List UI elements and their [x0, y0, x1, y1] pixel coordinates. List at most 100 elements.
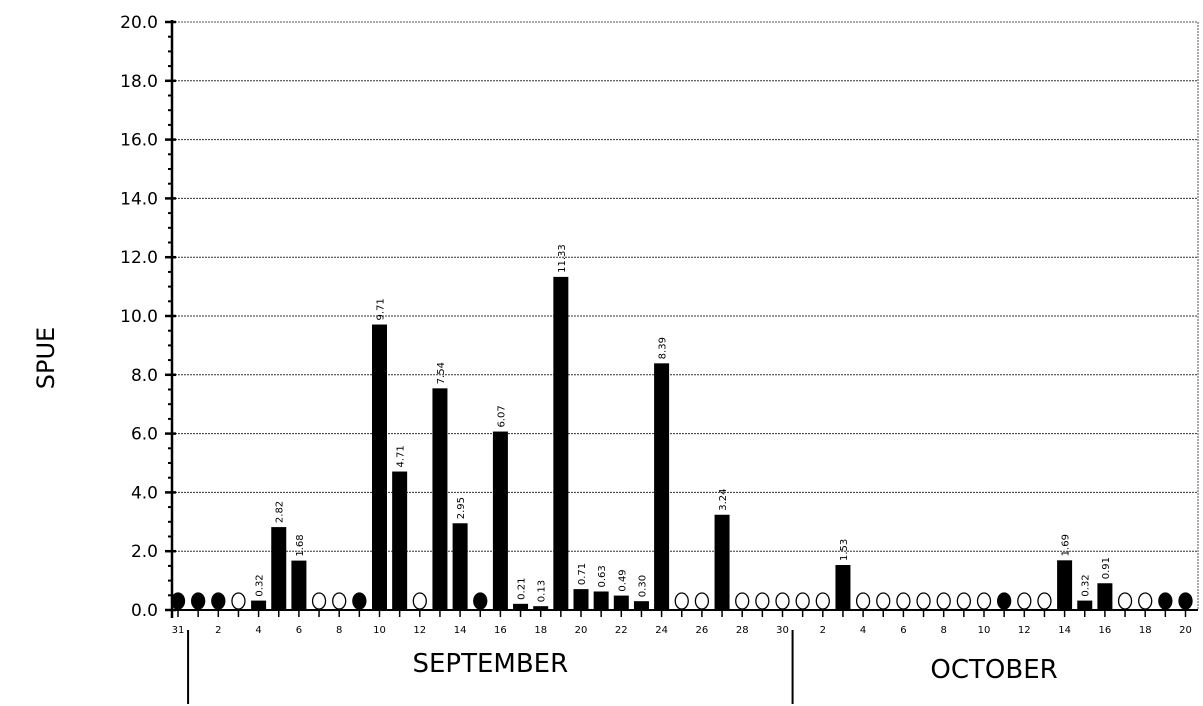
bar-value-label: 2.95	[456, 497, 467, 519]
bar-value-label: 11.33	[557, 244, 568, 273]
open-day-marker	[412, 592, 427, 610]
open-day-marker	[1037, 592, 1052, 610]
filled-day-marker	[190, 592, 206, 610]
bar-value-label: 0.30	[637, 575, 648, 597]
x-tick-label: 24	[655, 625, 668, 636]
month-labels: SEPTEMBER OCTOBER	[187, 630, 1058, 704]
bar	[1097, 583, 1113, 610]
bar-value-label: 3.24	[718, 488, 729, 510]
x-tick-label: 28	[736, 625, 749, 636]
bar	[835, 565, 851, 610]
bar	[593, 591, 609, 610]
x-tick-label: 16	[494, 625, 507, 636]
y-axis-title: SPUE	[32, 327, 60, 389]
bar	[251, 600, 267, 610]
x-tick-label: 14	[454, 625, 467, 636]
open-day-marker	[1117, 592, 1133, 610]
y-tick-label: 10.0	[120, 307, 158, 327]
x-tick-label: 4	[255, 625, 261, 636]
x-tick-label: 20	[575, 625, 588, 636]
bar-value-label: 9.71	[376, 298, 387, 320]
bar-value-label: 7.54	[436, 362, 447, 384]
open-day-marker	[876, 592, 891, 610]
bar	[654, 363, 670, 610]
bar-value-label: 0.32	[255, 574, 266, 596]
filled-day-marker	[170, 592, 186, 610]
open-day-marker	[1138, 592, 1153, 610]
open-day-marker	[332, 592, 347, 610]
open-day-marker	[775, 592, 790, 610]
bar-value-label: 2.82	[275, 501, 286, 523]
y-tick-label: 14.0	[120, 189, 158, 209]
bar-value-label: 0.49	[617, 569, 628, 591]
open-day-marker	[674, 592, 689, 610]
open-day-marker	[815, 592, 830, 610]
x-tick-label: 6	[900, 625, 906, 636]
filled-day-marker	[211, 592, 226, 610]
bar-value-label: 4.71	[396, 445, 407, 467]
x-tick-label: 18	[534, 625, 547, 636]
filled-day-marker	[997, 592, 1012, 610]
bar	[513, 603, 529, 610]
x-tick-label: 14	[1058, 625, 1071, 636]
bar	[271, 527, 287, 610]
x-tick-label: 10	[373, 625, 386, 636]
open-day-marker	[916, 592, 931, 610]
open-day-marker	[694, 592, 710, 610]
y-tick-label: 4.0	[131, 483, 158, 503]
open-day-marker	[795, 592, 810, 610]
y-ticks: 0.0 2.0 4.0 6.0 8.0 10.0 12.0 14.0 16.0 18.0 20.0	[120, 13, 176, 621]
x-ticks: 31 2 4 6 8 10 12 14 16 18 20 22 24 26 28 30 2 4 6 8 10 12 14 16…	[172, 610, 1192, 636]
bar-value-label: 0.63	[597, 565, 608, 587]
bar	[432, 388, 448, 610]
open-day-marker	[855, 592, 871, 610]
bar-value-label: 1.53	[839, 539, 850, 561]
x-tick-label: 26	[696, 625, 709, 636]
x-tick-label: 16	[1099, 625, 1112, 636]
x-tick-label: 2	[215, 625, 221, 636]
bar-value-label: 0.32	[1081, 574, 1092, 596]
bar	[1077, 600, 1093, 610]
bar-labels: 0.32 2.82 1.68 9.71 4.71 7.54 2.95 6.07 0.21 0.13…	[255, 244, 1112, 602]
x-tick-label: 4	[860, 625, 866, 636]
filled-day-marker	[473, 592, 488, 610]
bar-value-label: 8.39	[658, 337, 669, 359]
bars	[251, 276, 1113, 610]
axes	[170, 20, 1199, 618]
open-day-marker	[956, 592, 971, 610]
open-day-marker	[976, 592, 992, 610]
bar-value-label: 1.69	[1061, 534, 1072, 556]
x-tick-label: 8	[941, 625, 947, 636]
x-tick-label: 20	[1179, 625, 1192, 636]
x-tick-label: 22	[615, 625, 628, 636]
filled-day-marker	[1158, 592, 1173, 610]
bar	[1057, 560, 1073, 610]
month-label: OCTOBER	[930, 655, 1057, 685]
bar	[613, 595, 629, 610]
month-label: SEPTEMBER	[412, 649, 568, 679]
open-day-marker	[936, 592, 951, 610]
bar	[633, 601, 649, 610]
y-tick-label: 16.0	[120, 131, 158, 151]
x-tick-label: 2	[820, 625, 826, 636]
bar	[573, 589, 589, 610]
bar-value-label: 6.07	[496, 405, 507, 427]
x-tick-label: 10	[978, 625, 991, 636]
bar	[553, 276, 569, 610]
y-tick-label: 20.0	[120, 13, 158, 33]
bar	[291, 560, 307, 610]
y-tick-label: 6.0	[131, 425, 158, 445]
x-tick-label: 6	[296, 625, 302, 636]
bar	[452, 523, 468, 610]
bar	[492, 431, 508, 610]
y-tick-label: 0.0	[131, 601, 158, 621]
grid-lines	[172, 80, 1198, 552]
x-tick-label: 12	[413, 625, 426, 636]
y-tick-label: 8.0	[131, 366, 158, 386]
open-day-marker	[755, 592, 770, 610]
bar-value-label: 1.68	[295, 534, 306, 556]
open-day-marker	[735, 592, 750, 610]
x-tick-label: 8	[336, 625, 342, 636]
x-tick-label: 12	[1018, 625, 1031, 636]
